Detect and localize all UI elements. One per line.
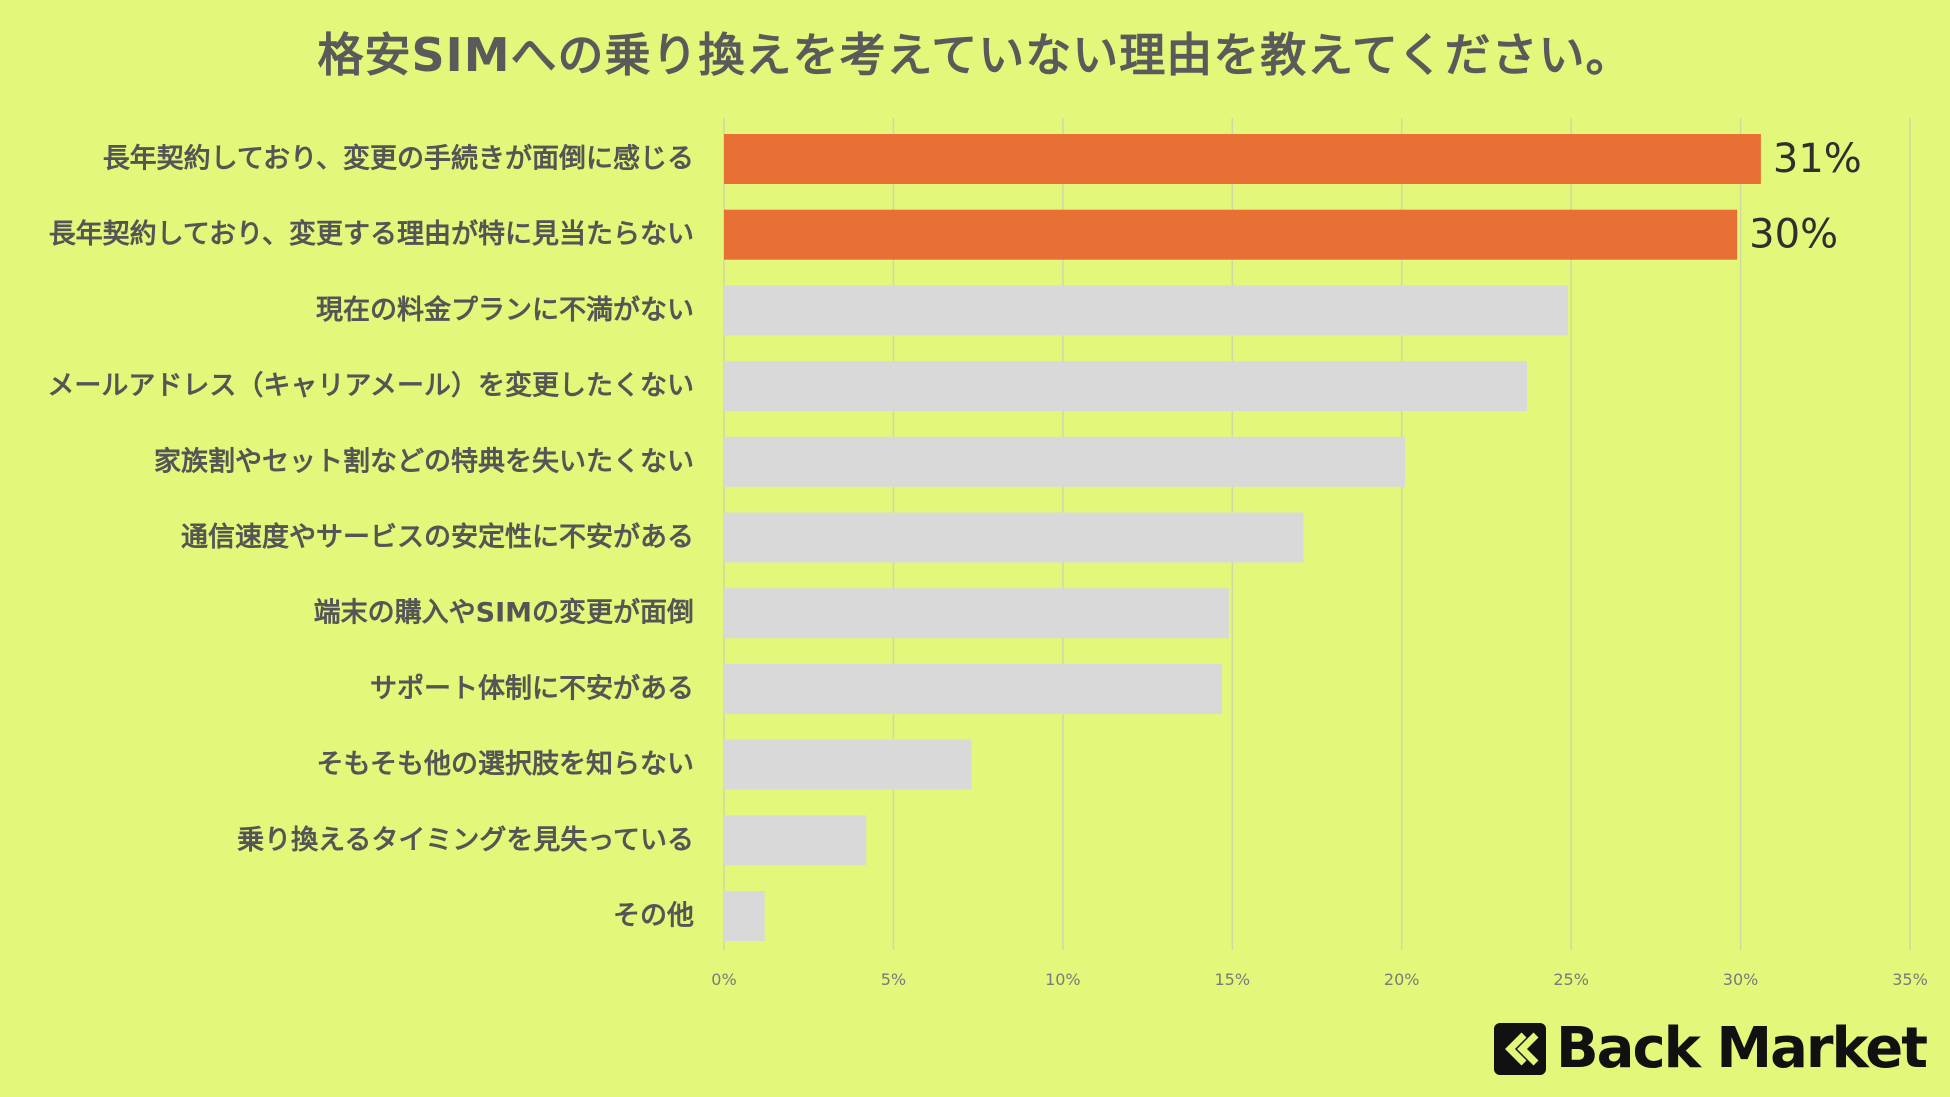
bar <box>724 663 1223 714</box>
category-labels: 長年契約しており、変更の手続きが面倒に感じる長年契約しており、変更する理由が特に… <box>47 143 694 932</box>
category-label: 端末の購入やSIMの変更が面倒 <box>314 597 694 629</box>
bar <box>724 436 1406 487</box>
category-label: 長年契約しており、変更の手続きが面倒に感じる <box>103 143 694 175</box>
bar <box>724 361 1528 412</box>
category-label: 家族割やセット割などの特典を失いたくない <box>154 445 694 477</box>
back-market-chevrons-icon <box>1493 1023 1546 1075</box>
category-label: サポート体制に不安がある <box>370 672 694 704</box>
category-label: メールアドレス（キャリアメール）を変更したくない <box>47 370 694 402</box>
bar <box>724 739 972 790</box>
bars <box>724 134 1761 941</box>
bar <box>724 209 1738 260</box>
logo-text: Back Market <box>1555 1016 1928 1081</box>
x-tick-label: 35% <box>1892 970 1928 989</box>
data-label: 30% <box>1749 212 1838 258</box>
category-label: そもそも他の選択肢を知らない <box>317 749 694 780</box>
x-tick-label: 5% <box>881 970 906 989</box>
category-label: 通信速度やサービスの安定性に不安がある <box>181 521 694 553</box>
bar <box>724 815 867 866</box>
x-tick-label: 0% <box>711 970 736 989</box>
back-market-logo: Back Market <box>1493 1016 1928 1081</box>
bar <box>724 285 1568 336</box>
x-tick-label: 20% <box>1384 970 1420 989</box>
category-label: 現在の料金プランに不満がない <box>316 294 694 326</box>
x-tick-label: 10% <box>1045 970 1081 989</box>
x-tick-label: 30% <box>1723 970 1759 989</box>
data-label: 31% <box>1773 136 1862 182</box>
x-axis-ticks: 0% 5% 10% 15% 20% 25% 30% 35% <box>711 970 1927 989</box>
bar <box>724 588 1229 639</box>
x-tick-label: 25% <box>1553 970 1589 989</box>
x-tick-label: 15% <box>1215 970 1251 989</box>
category-label: その他 <box>613 901 694 932</box>
bar <box>724 891 765 941</box>
data-labels: 31% 30% <box>1749 136 1862 258</box>
category-label: 乗り換えるタイミングを見失っている <box>237 824 694 856</box>
bar <box>724 512 1304 563</box>
category-label: 長年契約しており、変更する理由が特に見当たらない <box>49 218 694 250</box>
bar <box>724 134 1761 184</box>
chart-title: 格安SIMへの乗り換えを考えていない理由を教えてください。 <box>317 28 1633 82</box>
